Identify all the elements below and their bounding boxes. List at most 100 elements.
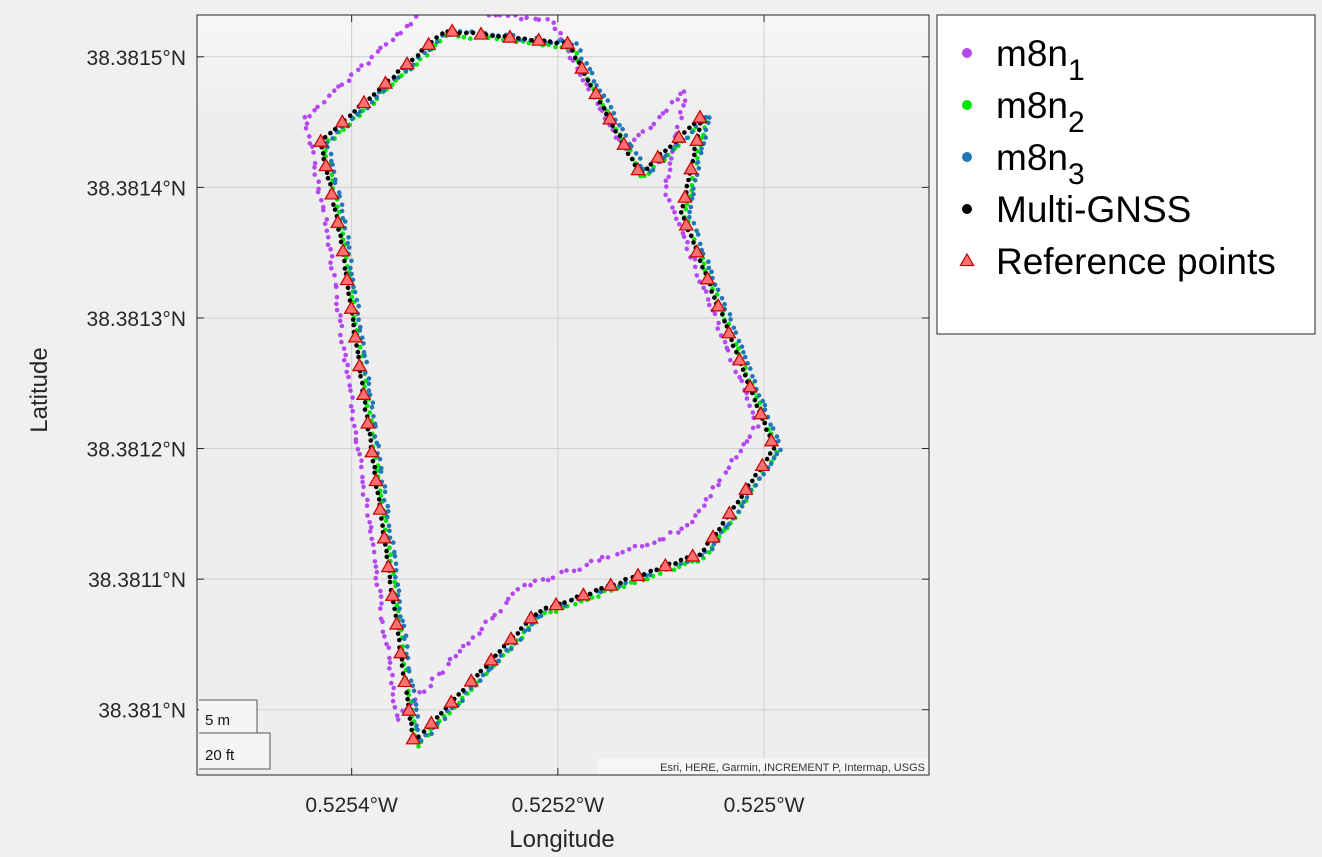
data-point: [352, 423, 357, 429]
data-point: [692, 256, 698, 262]
data-point: [744, 439, 750, 444]
data-point: [404, 23, 410, 29]
data-point: [360, 335, 365, 341]
data-point: [367, 392, 373, 398]
data-point: [692, 178, 698, 183]
data-point: [727, 312, 733, 317]
data-point: [687, 209, 692, 215]
data-point: [383, 518, 389, 524]
data-point: [319, 198, 324, 203]
data-point: [522, 628, 528, 634]
data-point: [744, 495, 750, 500]
data-point: [346, 78, 352, 83]
data-point: [361, 484, 366, 490]
data-point: [468, 685, 474, 691]
data-point: [660, 111, 666, 116]
data-point: [439, 711, 444, 716]
data-point: [675, 97, 680, 102]
data-point: [605, 555, 611, 560]
data-point: [329, 158, 334, 164]
data-point: [599, 554, 605, 560]
data-point: [623, 577, 628, 582]
data-point: [332, 88, 337, 93]
data-point: [411, 688, 417, 694]
data-point: [684, 202, 690, 207]
data-point: [316, 179, 322, 184]
data-point: [608, 104, 614, 110]
reference-point: [692, 109, 708, 123]
data-point: [671, 567, 677, 573]
reference-point: [399, 55, 415, 70]
x-tick-label: 0.5252°W: [512, 794, 605, 817]
data-point: [429, 731, 434, 736]
data-point: [356, 303, 362, 309]
y-axis-label: Latitude: [26, 347, 53, 432]
data-point: [515, 631, 521, 636]
data-point: [684, 522, 690, 528]
data-point: [580, 77, 586, 83]
data-point: [406, 666, 411, 671]
data-point: [381, 497, 387, 503]
data-point: [735, 499, 741, 505]
data-point: [701, 261, 707, 267]
data-point: [570, 48, 575, 53]
data-point: [543, 605, 549, 611]
data-point: [408, 678, 414, 684]
data-point: [719, 296, 725, 301]
reference-point: [710, 298, 726, 312]
reference-point: [360, 415, 376, 429]
data-point: [334, 307, 340, 313]
data-point: [505, 15, 511, 18]
reference-point: [356, 94, 372, 109]
data-point: [644, 166, 650, 171]
reference-point: [351, 357, 368, 372]
data-point: [736, 346, 741, 351]
data-point: [768, 461, 774, 467]
reference-point: [444, 23, 460, 37]
data-point: [392, 549, 397, 555]
data-point: [387, 655, 392, 661]
data-point: [723, 524, 728, 530]
data-point: [347, 383, 353, 388]
data-point: [307, 141, 313, 146]
data-point: [720, 312, 725, 317]
data-point: [356, 317, 361, 323]
data-point: [497, 649, 503, 654]
data-point: [395, 69, 401, 74]
reference-point: [401, 702, 417, 716]
data-point: [496, 34, 502, 39]
data-point: [729, 458, 734, 463]
data-point: [437, 671, 442, 677]
data-point: [586, 87, 591, 92]
reference-point: [339, 271, 355, 286]
data-point: [629, 156, 635, 162]
data-point: [446, 661, 451, 667]
data-point: [667, 167, 673, 173]
data-point: [355, 446, 361, 452]
data-point: [367, 529, 373, 534]
grid: [197, 15, 929, 775]
data-point: [310, 144, 315, 149]
data-point: [710, 546, 715, 552]
data-point: [524, 15, 529, 21]
data-point: [399, 663, 405, 668]
data-point: [558, 30, 563, 36]
data-point: [587, 66, 593, 72]
data-point: [744, 396, 750, 401]
reference-point: [684, 548, 701, 562]
data-point: [350, 395, 355, 400]
data-point: [410, 57, 415, 63]
data-point: [424, 7, 429, 12]
reference-point: [376, 530, 392, 544]
data-point: [753, 472, 758, 478]
data-point: [345, 240, 351, 246]
data-point: [688, 233, 694, 239]
data-point: [690, 158, 696, 164]
data-point: [683, 206, 689, 212]
reference-point: [334, 114, 350, 128]
data-point: [380, 629, 386, 635]
data-point: [697, 552, 702, 558]
data-point: [372, 559, 378, 564]
data-point: [379, 601, 384, 606]
data-point: [762, 407, 768, 413]
